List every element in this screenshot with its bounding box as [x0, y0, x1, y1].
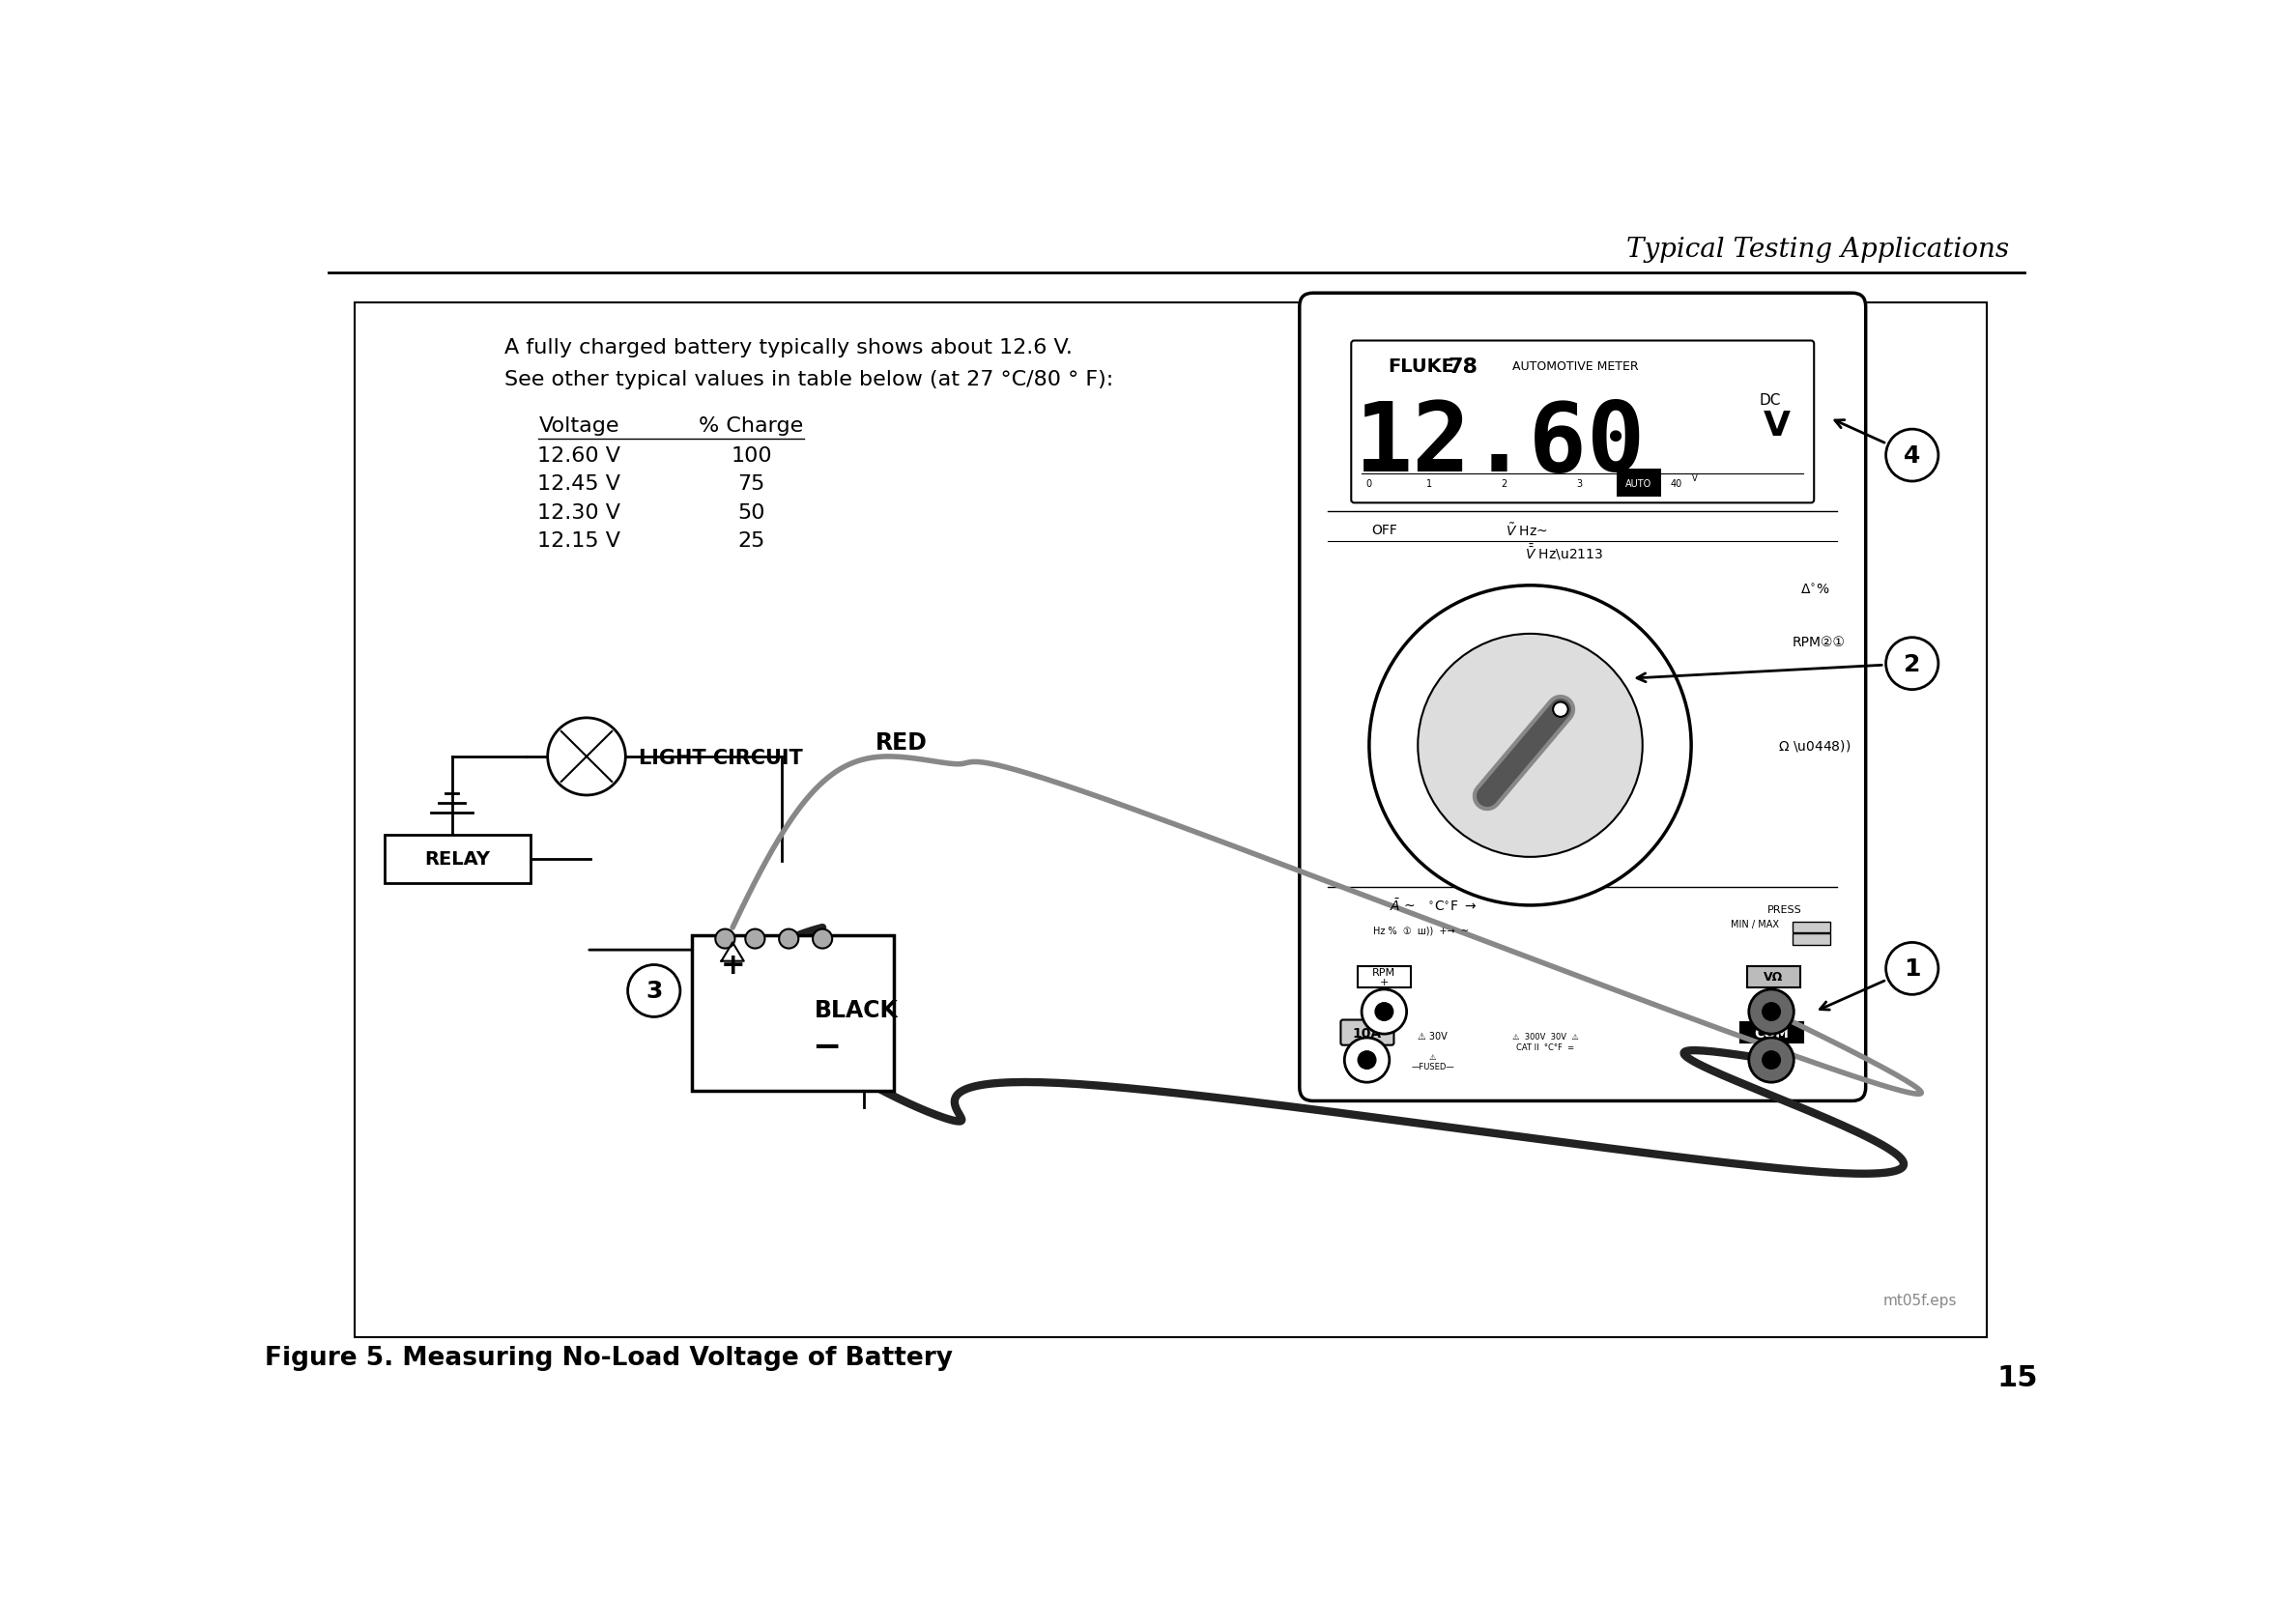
- Text: 25: 25: [737, 531, 765, 550]
- Text: % Charge: % Charge: [698, 416, 804, 437]
- Text: 50: 50: [737, 502, 765, 521]
- Text: 3: 3: [1575, 478, 1582, 488]
- Text: A fully charged battery typically shows about 12.6 V.: A fully charged battery typically shows …: [505, 339, 1072, 358]
- Circle shape: [1362, 990, 1407, 1035]
- Bar: [1357, 967, 1410, 988]
- Text: Hz %  ①  ш))  +→  ~: Hz % ① ш)) +→ ~: [1373, 926, 1469, 935]
- Text: VΩ: VΩ: [1763, 971, 1784, 983]
- Text: Voltage: Voltage: [540, 416, 620, 437]
- Text: 75: 75: [737, 475, 765, 494]
- Circle shape: [1885, 943, 1938, 995]
- Text: AUTO: AUTO: [1626, 478, 1651, 488]
- Circle shape: [716, 929, 735, 948]
- Text: 1: 1: [1903, 958, 1919, 980]
- Text: RED: RED: [875, 731, 928, 753]
- Bar: [1793, 923, 1830, 934]
- FancyBboxPatch shape: [1350, 341, 1814, 504]
- Text: PRESS: PRESS: [1768, 905, 1802, 915]
- Text: COM: COM: [1754, 1027, 1789, 1039]
- Circle shape: [778, 929, 799, 948]
- Text: $\bar{\bar{V}}$ Hz\u2113: $\bar{\bar{V}}$ Hz\u2113: [1525, 542, 1603, 563]
- Text: 12.30 V: 12.30 V: [537, 502, 620, 521]
- Text: OFF: OFF: [1371, 523, 1398, 537]
- Circle shape: [746, 929, 765, 948]
- Circle shape: [1750, 990, 1793, 1035]
- Text: +: +: [721, 951, 744, 979]
- Text: −: −: [810, 1030, 840, 1063]
- Text: 12.15 V: 12.15 V: [537, 531, 620, 550]
- Circle shape: [1885, 430, 1938, 481]
- Text: RPM
+: RPM +: [1373, 967, 1396, 987]
- Circle shape: [1750, 1038, 1793, 1083]
- Text: BLACK: BLACK: [815, 998, 898, 1022]
- Text: RELAY: RELAY: [425, 851, 491, 868]
- Text: 2: 2: [1502, 478, 1506, 488]
- Circle shape: [627, 966, 680, 1017]
- Circle shape: [1885, 638, 1938, 691]
- Circle shape: [1763, 1052, 1779, 1070]
- FancyBboxPatch shape: [354, 304, 1986, 1337]
- Text: FLUKE: FLUKE: [1389, 358, 1456, 376]
- Circle shape: [549, 718, 625, 796]
- Text: Typical Testing Applications: Typical Testing Applications: [1626, 237, 2009, 262]
- FancyBboxPatch shape: [1747, 967, 1800, 988]
- Text: 4: 4: [1903, 445, 1919, 467]
- Text: MIN / MAX: MIN / MAX: [1731, 919, 1779, 929]
- Text: 12.60: 12.60: [1355, 398, 1646, 491]
- Circle shape: [813, 929, 831, 948]
- Text: 12.45 V: 12.45 V: [537, 475, 620, 494]
- Text: ⚠ 30V: ⚠ 30V: [1419, 1031, 1449, 1041]
- Text: ⚠
—FUSED—: ⚠ —FUSED—: [1412, 1052, 1453, 1071]
- Text: 1: 1: [1426, 478, 1433, 488]
- Bar: [383, 835, 530, 883]
- FancyBboxPatch shape: [1740, 1022, 1805, 1043]
- Circle shape: [1357, 1052, 1375, 1070]
- Text: LIGHT CIRCUIT: LIGHT CIRCUIT: [638, 748, 804, 768]
- Text: 12.60 V: 12.60 V: [537, 446, 620, 465]
- FancyBboxPatch shape: [1341, 1020, 1394, 1046]
- Text: ⚠  300V  30V  ⚠
CAT II  °C°F  =: ⚠ 300V 30V ⚠ CAT II °C°F =: [1513, 1033, 1577, 1051]
- Text: mt05f.eps: mt05f.eps: [1883, 1292, 1956, 1306]
- Text: See other typical values in table below (at 27 °C/80 ° F):: See other typical values in table below …: [505, 369, 1114, 389]
- Text: AUTOMOTIVE METER: AUTOMOTIVE METER: [1513, 360, 1639, 373]
- Circle shape: [1368, 585, 1692, 905]
- Text: AUTO: AUTO: [1626, 478, 1651, 488]
- Text: $\bar{A}$ ~   $^{\circ}$C$^{\circ}$F $\rightarrow$: $\bar{A}$ ~ $^{\circ}$C$^{\circ}$F $\rig…: [1389, 897, 1476, 913]
- Text: V: V: [1763, 409, 1791, 443]
- Circle shape: [1345, 1038, 1389, 1083]
- Text: Figure 5. Measuring No-Load Voltage of Battery: Figure 5. Measuring No-Load Voltage of B…: [264, 1345, 953, 1370]
- Circle shape: [1763, 1003, 1779, 1020]
- Text: $\tilde{V}$ Hz~: $\tilde{V}$ Hz~: [1506, 521, 1548, 539]
- Text: 3: 3: [645, 980, 661, 1003]
- Circle shape: [1419, 635, 1642, 857]
- FancyBboxPatch shape: [1300, 294, 1867, 1102]
- Text: 0: 0: [1366, 478, 1373, 488]
- Circle shape: [1375, 1003, 1394, 1020]
- Text: RPM②①: RPM②①: [1791, 635, 1846, 649]
- Text: 78: 78: [1449, 357, 1479, 376]
- Text: 100: 100: [730, 446, 771, 465]
- Text: $\Delta^{\circ}$%: $\Delta^{\circ}$%: [1800, 582, 1830, 596]
- Text: 15: 15: [1998, 1364, 2037, 1391]
- Text: V: V: [1692, 473, 1697, 483]
- Text: 10A: 10A: [1352, 1027, 1382, 1039]
- Circle shape: [1552, 702, 1568, 718]
- Text: DC: DC: [1759, 393, 1782, 408]
- Text: 40: 40: [1669, 478, 1683, 488]
- Bar: [691, 935, 893, 1092]
- Bar: [1793, 934, 1830, 945]
- Text: 2: 2: [1903, 652, 1919, 676]
- Text: $\Omega$ \u0448)): $\Omega$ \u0448)): [1779, 739, 1851, 753]
